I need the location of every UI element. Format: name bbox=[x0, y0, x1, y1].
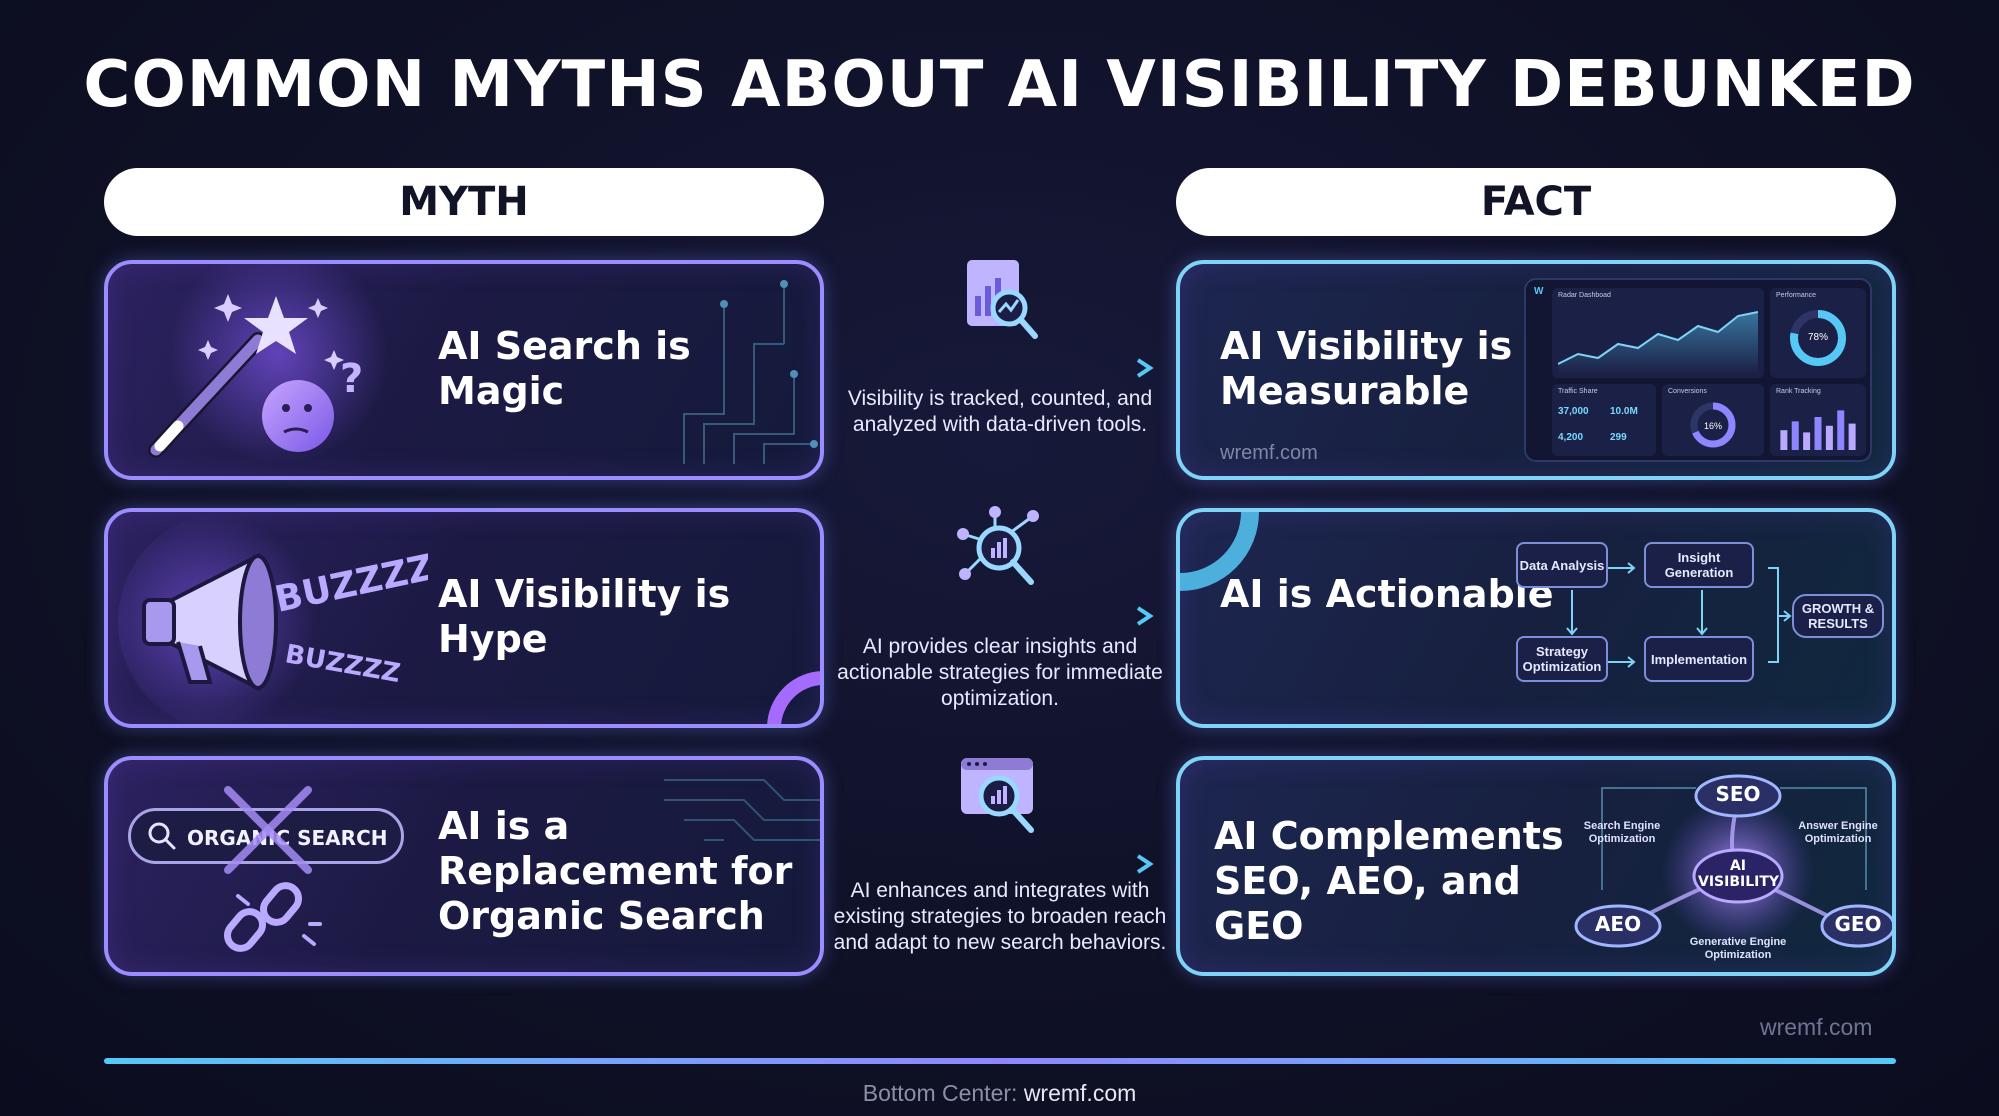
myth-header: MYTH bbox=[104, 168, 824, 236]
comparison-connector-2: AI provides clear insights and actionabl… bbox=[828, 504, 1172, 710]
arrow-right-icon bbox=[844, 606, 1154, 626]
broken-link-icon bbox=[224, 786, 322, 952]
connector-text: AI provides clear insights and actionabl… bbox=[837, 635, 1163, 710]
panel-label: Performance bbox=[1776, 292, 1817, 299]
flow-node-insight-generation: Insight Generation bbox=[1644, 542, 1754, 588]
rank-bar bbox=[1814, 417, 1822, 450]
fact-card-actionable: AI is Actionable Data Analysis Insight G… bbox=[1176, 508, 1896, 728]
report-search-icon bbox=[967, 260, 1038, 339]
watermark-right: wremf.com bbox=[1760, 1014, 1873, 1040]
rank-panel: Rank Tracking bbox=[1770, 384, 1866, 456]
flow-node-strategy-optimization: Strategy Optimization bbox=[1516, 636, 1608, 682]
metric-value: 37,000 bbox=[1558, 406, 1589, 417]
network-analysis-icon bbox=[957, 506, 1039, 585]
performance-panel: Performance 78% bbox=[1770, 288, 1866, 378]
magic-wand-icon: ? bbox=[148, 264, 388, 464]
fact-title: AI Complements SEO, AEO, and GEO bbox=[1214, 814, 1564, 948]
donut-chart-icon bbox=[1790, 310, 1846, 366]
area-chart-icon bbox=[1558, 311, 1758, 374]
page-title: COMMON MYTHS ABOUT AI VISIBILITY DEBUNKE… bbox=[83, 48, 1916, 122]
performance-value: 78% bbox=[1808, 332, 1829, 343]
arrow-right-icon bbox=[844, 854, 1154, 874]
organic-search-bar: ORGANIC SEARCH bbox=[128, 808, 404, 864]
connector-text: Visibility is tracked, counted, and anal… bbox=[847, 387, 1153, 436]
arrow-right-icon bbox=[844, 358, 1154, 378]
watermark: wremf.com bbox=[1220, 442, 1318, 464]
panel-label: Rank Tracking bbox=[1776, 388, 1821, 395]
dashboard-main-panel: Radar Dashboad bbox=[1552, 288, 1764, 378]
flow-arrows bbox=[1566, 562, 1792, 668]
rank-bar bbox=[1780, 430, 1788, 450]
fact-header: FACT bbox=[1176, 168, 1896, 236]
circuit-icon bbox=[683, 280, 818, 464]
seo-aeo-geo-diagram bbox=[1574, 774, 1892, 948]
conversions-value: 16% bbox=[1704, 421, 1723, 431]
flow-node-implementation: Implementation bbox=[1644, 636, 1754, 682]
flow-node-data-analysis: Data Analysis bbox=[1516, 542, 1608, 588]
rank-bar bbox=[1803, 432, 1811, 450]
panel-label: Traffic Share bbox=[1558, 388, 1598, 395]
panel-label: Radar Dashboad bbox=[1558, 292, 1611, 299]
aeo-node: AEO bbox=[1594, 912, 1642, 936]
footer-site-link[interactable]: wremf.com bbox=[1023, 1080, 1137, 1106]
myth-title: AI Visibility is Hype bbox=[438, 572, 731, 661]
donut-chart-icon bbox=[1690, 402, 1736, 448]
flow-node-growth: GROWTH & RESULTS bbox=[1792, 594, 1884, 638]
myth-title: AI is a Replacement for Organic Search bbox=[438, 804, 793, 938]
seo-description: Search Engine Optimization bbox=[1583, 820, 1661, 845]
myth-card-replacement: ORGANIC SEARCH AI is a Replacement for O… bbox=[104, 756, 824, 976]
rank-bar bbox=[1837, 410, 1845, 450]
footer-label: Bottom Center: bbox=[862, 1080, 1018, 1106]
geo-description: Generative Engine Optimization bbox=[1689, 936, 1787, 961]
circuit-icon bbox=[664, 779, 820, 841]
panel-label: Conversions bbox=[1668, 388, 1707, 395]
bottom-divider bbox=[104, 1058, 1896, 1064]
fact-card-measurable: AI Visibility is Measurable wremf.com W … bbox=[1176, 260, 1896, 480]
metric-value: 4,200 bbox=[1558, 432, 1584, 443]
myth-card-hype: BUZZZZ BUZZZZ AI Visibility is Hype bbox=[104, 508, 824, 728]
analytics-dashboard: W Radar Dashboad Performance 78% Traffic… bbox=[1524, 278, 1872, 462]
svg-text:?: ? bbox=[340, 356, 363, 402]
search-icon bbox=[148, 822, 176, 850]
myth-title: AI Search is Magic bbox=[438, 324, 691, 413]
conversions-panel: Conversions 16% bbox=[1662, 384, 1764, 456]
arc-decoration bbox=[1180, 512, 1259, 591]
ai-visibility-core: AI VISIBILITY bbox=[1698, 858, 1780, 890]
aeo-description: Answer Engine Optimization bbox=[1798, 820, 1878, 845]
connector-text: AI enhances and integrates with existing… bbox=[833, 879, 1167, 954]
geo-node: GEO bbox=[1834, 912, 1882, 936]
metric-value: 299 bbox=[1610, 432, 1627, 443]
dashboard-logo: W bbox=[1534, 286, 1544, 297]
fact-card-complements: AI Complements SEO, AEO, and GEO SEO AEO… bbox=[1176, 756, 1896, 976]
fact-title: AI Visibility is Measurable bbox=[1220, 324, 1513, 413]
search-bar-text: ORGANIC SEARCH bbox=[187, 826, 388, 850]
traffic-panel: Traffic Share 37,000 10.0M 4,200 299 bbox=[1552, 384, 1656, 456]
comparison-connector-3: AI enhances and integrates with existing… bbox=[828, 752, 1172, 954]
browser-analytics-icon bbox=[961, 758, 1034, 833]
rank-bar bbox=[1791, 421, 1799, 450]
bar-chart-icon bbox=[1780, 410, 1856, 450]
rank-bar bbox=[1825, 425, 1833, 450]
footer: Bottom Center: wremf.com bbox=[0, 1080, 1999, 1107]
comparison-connector-1: Visibility is tracked, counted, and anal… bbox=[828, 256, 1172, 436]
myth-card-magic: ? AI Search is Magic bbox=[104, 260, 824, 480]
seo-node: SEO bbox=[1715, 782, 1761, 806]
metric-value: 10.0M bbox=[1610, 406, 1638, 417]
rank-bar bbox=[1848, 423, 1856, 450]
fact-title: AI is Actionable bbox=[1220, 572, 1554, 616]
megaphone-icon: BUZZZZ BUZZZZ bbox=[118, 512, 428, 724]
arc-decoration bbox=[767, 671, 820, 724]
